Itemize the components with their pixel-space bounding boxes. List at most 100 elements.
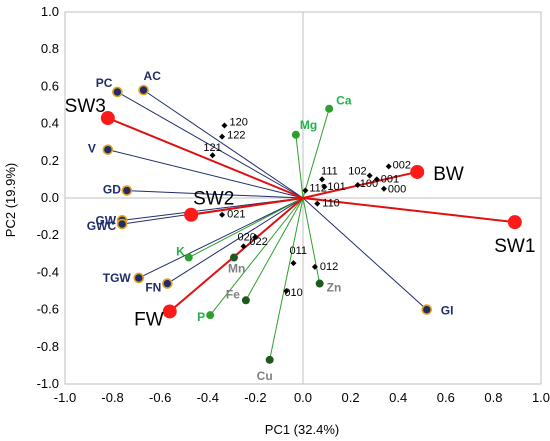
trait-vector: [107, 149, 304, 199]
group-label: FW: [134, 309, 164, 330]
genotype-point: [240, 243, 247, 250]
element-vector: [188, 197, 304, 258]
group-vector: [107, 117, 304, 199]
group-point: [410, 164, 425, 179]
x-axis-label: PC1 (32.4%): [265, 422, 339, 437]
trait-label: V: [88, 142, 96, 156]
element-vector: [269, 197, 304, 360]
x-tick-label: 0.2: [342, 390, 360, 405]
element-label: Mn: [228, 262, 245, 276]
trait-label: TGW: [103, 271, 132, 285]
x-tick-label: 0.4: [389, 390, 407, 405]
y-tick-label: 1.0: [41, 4, 59, 19]
element-point: [229, 253, 238, 262]
genotype-label: 101: [327, 181, 345, 193]
element-point: [291, 130, 300, 139]
trait-point: [162, 278, 173, 289]
element-label: Ca: [336, 94, 352, 108]
genotype-label: 102: [348, 166, 366, 178]
element-vector: [295, 134, 304, 199]
element-label: K: [176, 245, 185, 259]
genotype-point: [385, 163, 392, 170]
genotype-point: [209, 152, 216, 159]
y-axis-label: PC2 (19.9%): [3, 163, 18, 237]
genotype-label: 000: [388, 184, 406, 196]
genotype-label: 002: [393, 159, 411, 171]
x-tick-label: -1.0: [54, 390, 76, 405]
y-tick-label: 0.8: [41, 41, 59, 56]
genotype-label: 112: [309, 183, 327, 195]
y-tick-label: -0.6: [37, 302, 59, 317]
group-point: [507, 215, 522, 230]
genotype-point: [319, 176, 326, 183]
element-vector: [302, 197, 321, 284]
x-tick-label: -0.8: [101, 390, 123, 405]
group-label: SW1: [494, 236, 535, 257]
trait-vector: [126, 190, 304, 199]
trait-point: [133, 272, 145, 284]
genotype-label: 121: [203, 142, 221, 154]
group-point: [162, 304, 177, 319]
trait-vector: [167, 197, 304, 284]
element-label: P: [197, 310, 205, 324]
element-point: [184, 253, 193, 262]
trait-vector: [302, 197, 428, 310]
element-label: Fe: [226, 287, 240, 301]
element-vector: [245, 197, 304, 301]
trait-vector: [138, 197, 304, 279]
genotype-label: 111: [321, 165, 338, 177]
trait-label: GWC: [87, 219, 117, 233]
trait-label: GD: [103, 183, 121, 197]
group-vector: [302, 197, 515, 224]
y-tick-label: -0.8: [37, 339, 59, 354]
x-tick-label: 0.6: [437, 390, 455, 405]
element-point: [315, 279, 324, 288]
genotype-point: [311, 263, 318, 270]
genotype-point: [380, 185, 387, 192]
genotype-label: 021: [227, 209, 245, 221]
genotype-point: [283, 288, 290, 294]
trait-label: GW: [95, 213, 116, 227]
genotype-label: 100: [360, 178, 378, 190]
element-label: Cu: [257, 369, 273, 383]
genotype-point: [219, 133, 226, 140]
trait-point: [121, 185, 133, 196]
genotype-point: [321, 183, 328, 190]
genotype-point: [373, 176, 380, 183]
element-point: [325, 104, 334, 113]
group-vector: [190, 197, 304, 216]
y-tick-label: 0.6: [41, 78, 59, 93]
genotype-point: [354, 181, 361, 188]
trait-point: [102, 144, 114, 155]
group-label: SW2: [193, 189, 234, 210]
genotype-point: [290, 260, 297, 267]
element-vector: [302, 108, 330, 199]
x-tick-label: -0.4: [197, 390, 219, 405]
x-tick-label: -0.6: [149, 390, 171, 405]
points-layer: [100, 84, 522, 364]
element-label: Mg: [300, 118, 317, 132]
x-tick-label: 1.0: [532, 390, 550, 405]
y-tick-label: -1.0: [37, 376, 59, 391]
element-point: [265, 355, 274, 364]
element-vector: [209, 197, 304, 316]
genotype-point: [252, 234, 259, 241]
trait-label: GI: [441, 304, 454, 318]
genotype-label: 012: [320, 261, 338, 273]
element-point: [241, 296, 250, 305]
group-point: [100, 111, 115, 126]
genotype-label: 010: [284, 287, 302, 299]
trait-label: AC: [144, 69, 162, 83]
genotype-point: [219, 211, 226, 218]
y-tick-label: 0.2: [41, 153, 59, 168]
genotype-point: [221, 122, 228, 129]
trait-label: PC: [96, 76, 113, 90]
genotype-label: 020: [238, 231, 256, 243]
group-label: SW3: [65, 96, 106, 117]
y-tick-label: -0.2: [37, 227, 59, 242]
group-label: BW: [433, 164, 464, 185]
genotype-label: 001: [381, 173, 399, 185]
trait-point: [421, 304, 433, 315]
genotype-label: 122: [227, 130, 245, 142]
